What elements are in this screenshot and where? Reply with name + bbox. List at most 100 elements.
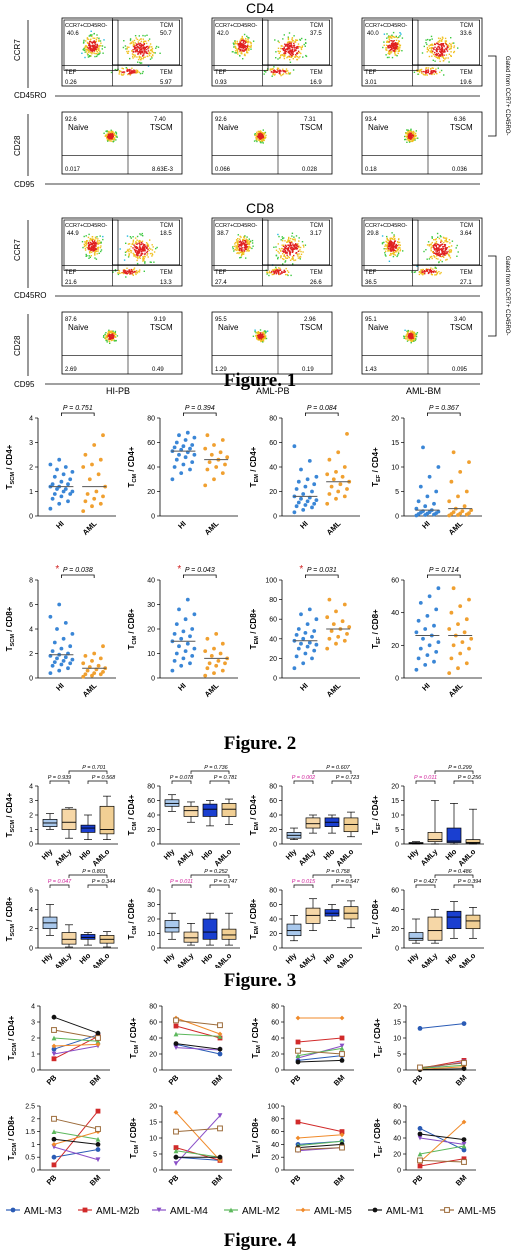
- y-tick-label: 100: [265, 578, 277, 585]
- flow-event: [130, 42, 133, 44]
- flow-event: [145, 52, 148, 54]
- flow-event: [81, 52, 83, 54]
- flow-event: [414, 135, 416, 137]
- flow-event: [392, 43, 394, 45]
- flow-event: [239, 49, 241, 51]
- flow-event: [106, 134, 108, 136]
- flow-event: [396, 250, 398, 252]
- flow-event: [275, 273, 277, 275]
- flow-event: [413, 337, 416, 340]
- y-label-rest: / CD8+: [7, 1115, 16, 1143]
- flow-event: [239, 39, 241, 42]
- flow-event: [429, 271, 431, 273]
- flow-event: [245, 246, 248, 248]
- flow-event: [391, 244, 393, 246]
- hi-point: [174, 457, 179, 462]
- y-label-sub: EF: [378, 1145, 384, 1153]
- flow-event: [431, 55, 433, 57]
- flow-event: [134, 71, 136, 74]
- flow-event: [142, 248, 145, 250]
- flow-event: [91, 34, 93, 36]
- flow-event: [112, 138, 115, 141]
- flow-event: [393, 243, 395, 245]
- flow-event: [292, 46, 294, 49]
- flow-event: [119, 272, 121, 274]
- aml-point: [81, 465, 86, 469]
- group-label: Hly: [162, 950, 177, 965]
- marker: [461, 1147, 467, 1153]
- flow-event: [285, 70, 287, 72]
- flow-event: [388, 239, 390, 241]
- gate-ccr7: [363, 219, 419, 271]
- flow-event: [425, 249, 427, 251]
- p-bracket: [61, 574, 95, 578]
- flow-event: [282, 250, 285, 252]
- marker: [372, 1207, 378, 1213]
- box: [221, 803, 237, 817]
- flow-event: [110, 138, 112, 140]
- y-tick-label: 0: [395, 514, 399, 521]
- flow-event: [397, 249, 399, 251]
- flow-event: [396, 43, 399, 46]
- y-tick-label: 10: [393, 1036, 401, 1043]
- flow-event: [240, 249, 243, 251]
- flow-event: [136, 49, 138, 51]
- flow-event: [105, 338, 107, 341]
- hi-point: [299, 496, 303, 501]
- flow-event: [135, 50, 137, 52]
- flow-event: [142, 70, 144, 73]
- flow-event: [237, 240, 239, 242]
- y-label-sub: SCM: [10, 924, 16, 937]
- flow-event: [112, 330, 114, 332]
- flow-event: [96, 55, 98, 58]
- flow-event: [256, 139, 258, 141]
- legend-label: AML-M2: [242, 1206, 280, 1217]
- aml-point: [329, 629, 334, 633]
- flow-event: [142, 258, 144, 260]
- flow-event: [395, 45, 397, 47]
- flow-event: [434, 242, 436, 244]
- aml-point: [342, 494, 347, 499]
- flow-event: [284, 252, 287, 254]
- flow-event: [85, 241, 88, 244]
- flow-event: [287, 240, 290, 242]
- flow-event: [403, 337, 405, 339]
- flow-event: [130, 250, 133, 252]
- y-tick-label: 10: [147, 651, 155, 658]
- flow-event: [448, 42, 451, 45]
- p-value: P = 0.367: [429, 405, 460, 412]
- flow-event: [292, 243, 294, 245]
- flow-event: [282, 271, 285, 273]
- flow-event: [281, 271, 283, 273]
- y-label-rest: / CD8+: [373, 1118, 382, 1146]
- flow-event: [390, 254, 392, 256]
- flow-event: [291, 246, 293, 248]
- flow-event: [141, 52, 144, 54]
- hi-point: [301, 661, 306, 666]
- flow-event: [424, 270, 426, 273]
- flow-event: [410, 336, 413, 338]
- hi-point: [414, 630, 419, 635]
- hi-point: [434, 489, 439, 494]
- flow-event: [411, 138, 413, 141]
- group-label: Hlo: [199, 951, 214, 966]
- flow-event: [261, 133, 264, 136]
- flow-event: [247, 47, 249, 50]
- flow-event: [429, 39, 431, 41]
- y-label-sub: SCM: [10, 820, 16, 833]
- flow-event: [132, 55, 134, 58]
- flow-event: [100, 45, 102, 47]
- flow-event: [94, 49, 96, 51]
- flow-event: [405, 335, 407, 337]
- flow-event: [285, 68, 288, 70]
- flow-event: [142, 55, 144, 57]
- marker: [217, 1154, 223, 1160]
- flow-event: [444, 48, 446, 51]
- hi-point: [310, 656, 314, 661]
- flow-event: [422, 272, 424, 275]
- y-axis-label: TEF / CD4+: [373, 1018, 384, 1058]
- bracket-2: [312, 874, 352, 878]
- flow-event: [288, 236, 290, 239]
- y-tick-label: 40: [149, 1036, 157, 1043]
